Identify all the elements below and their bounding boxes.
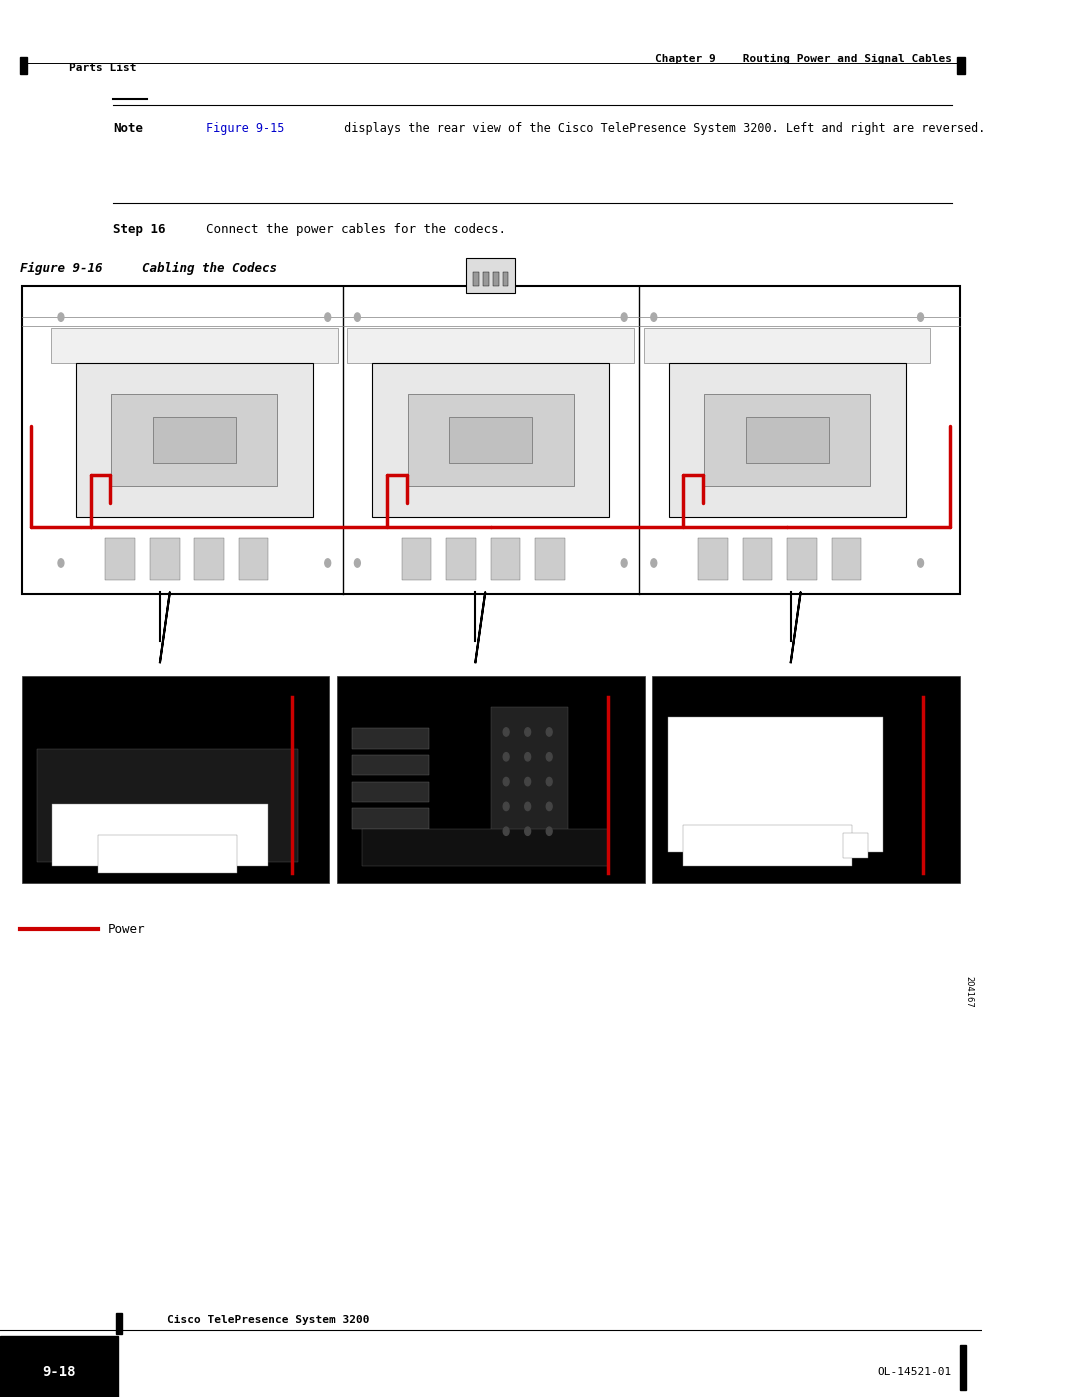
- Bar: [150, 538, 179, 580]
- Bar: [352, 809, 429, 830]
- Bar: [843, 833, 867, 858]
- Bar: [669, 363, 906, 517]
- Bar: [352, 781, 429, 802]
- Bar: [51, 328, 338, 363]
- Bar: [52, 805, 268, 866]
- Circle shape: [525, 802, 530, 810]
- Bar: [194, 538, 224, 580]
- Circle shape: [621, 559, 627, 567]
- Text: Step 16: Step 16: [113, 222, 165, 236]
- Circle shape: [546, 802, 552, 810]
- Bar: [667, 718, 883, 852]
- Bar: [111, 394, 278, 486]
- Bar: [22, 676, 329, 883]
- Bar: [473, 272, 480, 286]
- Circle shape: [503, 827, 509, 835]
- Bar: [490, 538, 521, 580]
- Bar: [490, 707, 568, 852]
- Bar: [652, 676, 960, 883]
- Bar: [483, 272, 489, 286]
- Text: 204167: 204167: [964, 977, 973, 1007]
- Bar: [745, 416, 828, 464]
- Text: Power: Power: [108, 922, 146, 936]
- Text: Connect the power cables for the codecs.: Connect the power cables for the codecs.: [206, 222, 507, 236]
- Bar: [492, 272, 499, 286]
- Bar: [467, 258, 515, 293]
- Circle shape: [546, 753, 552, 761]
- Bar: [22, 286, 960, 594]
- Bar: [352, 754, 429, 775]
- Bar: [408, 394, 573, 486]
- Bar: [116, 1313, 122, 1334]
- Text: Note: Note: [113, 122, 143, 136]
- Circle shape: [546, 777, 552, 785]
- Circle shape: [918, 313, 923, 321]
- Circle shape: [58, 313, 64, 321]
- Text: Figure 9-16: Figure 9-16: [19, 261, 103, 275]
- Bar: [402, 538, 432, 580]
- Bar: [362, 830, 608, 866]
- Bar: [957, 57, 964, 74]
- Bar: [536, 538, 565, 580]
- Text: OL-14521-01: OL-14521-01: [878, 1366, 953, 1377]
- Text: 9-18: 9-18: [42, 1365, 76, 1379]
- Bar: [37, 749, 298, 862]
- Bar: [960, 1345, 966, 1390]
- Bar: [684, 826, 852, 866]
- Bar: [352, 728, 429, 749]
- Bar: [373, 363, 609, 517]
- Circle shape: [503, 753, 509, 761]
- Circle shape: [525, 753, 530, 761]
- Circle shape: [354, 559, 361, 567]
- Circle shape: [651, 313, 657, 321]
- Circle shape: [621, 313, 627, 321]
- Circle shape: [354, 313, 361, 321]
- Bar: [22, 286, 960, 594]
- Text: Parts List: Parts List: [69, 63, 136, 74]
- Bar: [699, 538, 728, 580]
- Circle shape: [503, 777, 509, 785]
- Bar: [704, 394, 870, 486]
- Circle shape: [651, 559, 657, 567]
- Bar: [0, 1336, 118, 1397]
- Bar: [644, 328, 931, 363]
- Text: Chapter 9    Routing Power and Signal Cables: Chapter 9 Routing Power and Signal Cable…: [656, 53, 953, 64]
- Bar: [76, 363, 313, 517]
- Circle shape: [58, 559, 64, 567]
- Bar: [348, 328, 634, 363]
- Bar: [787, 538, 816, 580]
- Circle shape: [503, 802, 509, 810]
- Circle shape: [525, 777, 530, 785]
- Text: Cisco TelePresence System 3200: Cisco TelePresence System 3200: [167, 1315, 369, 1326]
- Text: Cabling the Codecs: Cabling the Codecs: [143, 261, 278, 275]
- Bar: [19, 57, 27, 74]
- Circle shape: [918, 559, 923, 567]
- Circle shape: [325, 559, 330, 567]
- Circle shape: [525, 827, 530, 835]
- Circle shape: [325, 313, 330, 321]
- Circle shape: [546, 827, 552, 835]
- Bar: [239, 538, 269, 580]
- Bar: [832, 538, 861, 580]
- Text: Figure 9-15: Figure 9-15: [206, 122, 284, 136]
- Bar: [337, 676, 645, 883]
- Circle shape: [503, 728, 509, 736]
- Text: displays the rear view of the Cisco TelePresence System 3200. Left and right are: displays the rear view of the Cisco Tele…: [337, 122, 985, 136]
- Circle shape: [546, 728, 552, 736]
- Bar: [98, 835, 237, 873]
- Bar: [106, 538, 135, 580]
- Bar: [743, 538, 772, 580]
- Bar: [449, 416, 532, 464]
- Bar: [153, 416, 235, 464]
- Circle shape: [525, 728, 530, 736]
- Bar: [502, 272, 509, 286]
- Bar: [446, 538, 476, 580]
